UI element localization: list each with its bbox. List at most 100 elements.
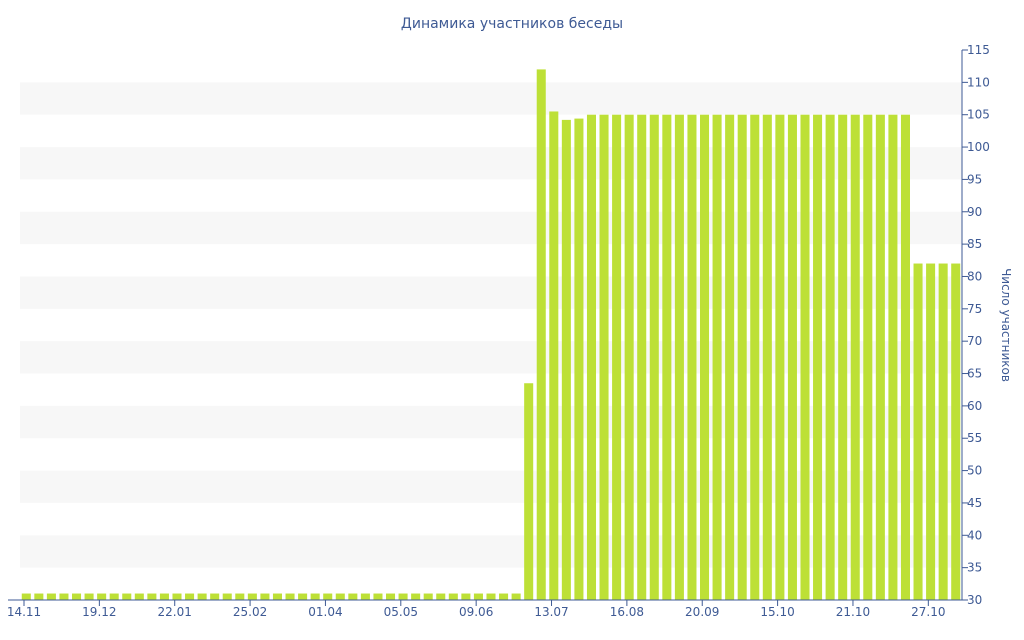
bar-59	[762, 114, 772, 601]
bars	[21, 69, 961, 601]
bar-30	[398, 593, 408, 600]
y-tick-label: 105	[967, 108, 990, 122]
x-tick-label: 27.10	[911, 605, 945, 619]
bar-29	[386, 593, 396, 600]
bar-72	[926, 263, 936, 600]
x-tick-label: 16.08	[610, 605, 644, 619]
bar-4	[72, 593, 82, 600]
bar-67	[863, 114, 873, 601]
bar-33	[436, 593, 446, 600]
bar-5	[84, 593, 94, 600]
bar-10	[147, 593, 157, 600]
bar-38	[499, 593, 509, 600]
bar-8	[122, 593, 132, 600]
bar-24	[323, 593, 333, 600]
bar-74	[951, 263, 961, 600]
bar-53	[687, 114, 697, 601]
bar-62	[800, 114, 810, 601]
bar-65	[838, 114, 848, 601]
x-tick-label: 13.07	[534, 605, 568, 619]
bar-42	[549, 111, 559, 600]
y-tick-label: 110	[967, 75, 990, 89]
bar-63	[813, 114, 823, 601]
bar-0	[21, 593, 31, 600]
bar-25	[335, 593, 345, 600]
bar-40	[524, 383, 534, 600]
x-tick-label: 05.05	[384, 605, 418, 619]
bar-26	[348, 593, 358, 600]
bar-69	[888, 114, 898, 601]
bar-1	[34, 593, 44, 600]
y-tick-label: 40	[967, 528, 982, 542]
bar-57	[737, 114, 747, 601]
bar-56	[725, 114, 735, 601]
y-tick-label: 100	[967, 140, 990, 154]
bar-52	[674, 114, 684, 601]
bar-28	[373, 593, 383, 600]
bar-51	[662, 114, 672, 601]
bar-12	[172, 593, 182, 600]
x-tick-label: 21.10	[836, 605, 870, 619]
x-tick-label: 09.06	[459, 605, 493, 619]
bar-50	[649, 114, 659, 601]
bar-13	[185, 593, 195, 600]
bar-3	[59, 593, 69, 600]
bar-16	[222, 593, 232, 600]
bar-68	[875, 114, 885, 601]
bar-11	[159, 593, 169, 600]
band-7	[20, 82, 962, 115]
bar-54	[700, 114, 710, 601]
y-axis: 30 35 40 45 50 55 60 65 70 75 80 85 90 95 100 105 110 115	[961, 43, 990, 607]
bar-14	[197, 593, 207, 600]
bar-20	[272, 593, 282, 600]
y-axis-label: Число участников	[999, 268, 1013, 382]
y-tick-label: 60	[967, 399, 982, 413]
bar-34	[448, 593, 458, 600]
x-tick-label: 14.11	[7, 605, 41, 619]
bar-6	[97, 593, 107, 600]
x-tick-label: 20.09	[685, 605, 719, 619]
bar-2	[46, 593, 56, 600]
bar-19	[260, 593, 270, 600]
y-tick-label: 95	[967, 172, 982, 186]
x-tick-label: 22.01	[158, 605, 192, 619]
bar-45	[586, 114, 596, 601]
x-tick-label: 01.04	[308, 605, 342, 619]
bar-37	[486, 593, 496, 600]
y-tick-label: 55	[967, 431, 982, 445]
bar-61	[787, 114, 797, 601]
bar-60	[775, 114, 785, 601]
bar-43	[561, 119, 571, 600]
bar-64	[825, 114, 835, 601]
y-tick-label: 75	[967, 302, 982, 316]
bar-35	[461, 593, 471, 600]
y-tick-label: 115	[967, 43, 990, 57]
bar-41	[536, 69, 546, 600]
bar-71	[913, 263, 923, 600]
bar-47	[612, 114, 622, 601]
bar-7	[109, 593, 119, 600]
y-tick-label: 70	[967, 334, 982, 348]
x-tick-label: 15.10	[760, 605, 794, 619]
x-axis: 14.11 19.12 22.01 25.02 01.04 05.05 09.06 13.07…	[7, 599, 962, 619]
bar-73	[938, 263, 948, 600]
bar-17	[235, 593, 245, 600]
y-tick-label: 45	[967, 496, 982, 510]
bar-44	[574, 118, 584, 600]
bar-15	[210, 593, 220, 600]
bar-46	[599, 114, 609, 601]
bar-18	[247, 593, 257, 600]
bar-31	[411, 593, 421, 600]
bar-32	[423, 593, 433, 600]
x-tick-label: 25.02	[233, 605, 267, 619]
y-tick-label: 65	[967, 367, 982, 381]
bar-22	[298, 593, 308, 600]
y-tick-label: 35	[967, 561, 982, 575]
y-tick-label: 90	[967, 205, 982, 219]
y-tick-label: 50	[967, 464, 982, 478]
bar-66	[850, 114, 860, 601]
bar-27	[360, 593, 370, 600]
bar-21	[285, 593, 295, 600]
bar-48	[624, 114, 634, 601]
